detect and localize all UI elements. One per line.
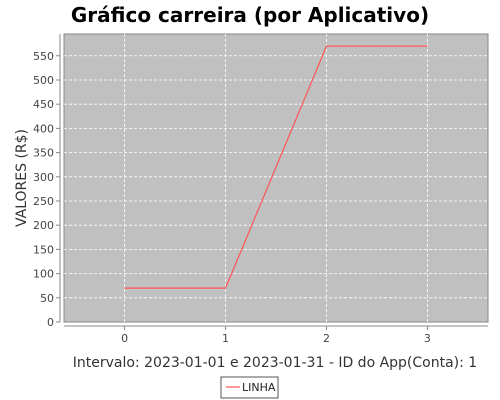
y-tick-label: 150 xyxy=(33,243,54,256)
y-tick-label: 250 xyxy=(33,195,54,208)
y-tick-label: 50 xyxy=(40,292,54,305)
data-point xyxy=(325,45,328,48)
y-tick-label: 350 xyxy=(33,147,54,160)
y-axis: 0 50 100 150 200 250 300 350 400 450 500 550 xyxy=(33,34,61,329)
data-point xyxy=(426,45,429,48)
y-tick-label: 400 xyxy=(33,122,54,135)
y-axis-label: VALORES (R$) xyxy=(14,129,30,227)
x-tick-label: 3 xyxy=(424,332,431,345)
y-tick-label: 550 xyxy=(33,50,54,63)
x-tick-label: 1 xyxy=(222,332,229,345)
y-tick-label: 200 xyxy=(33,219,54,232)
legend-box xyxy=(220,376,279,399)
x-tick-label: 0 xyxy=(121,332,128,345)
y-tick-label: 300 xyxy=(33,171,54,184)
y-tick-label: 0 xyxy=(47,316,54,329)
data-point xyxy=(224,287,227,290)
y-tick-label: 500 xyxy=(33,74,54,87)
data-point xyxy=(123,287,126,290)
x-tick-label: 2 xyxy=(323,332,330,345)
x-axis-label: Intervalo: 2023-01-01 e 2023-01-31 - ID … xyxy=(73,355,477,371)
y-tick-label: 450 xyxy=(33,98,54,111)
legend-label: LINHA xyxy=(242,381,276,394)
chart-title: Gráfico carreira (por Aplicativo) xyxy=(71,3,429,27)
grid-lines xyxy=(64,34,488,322)
plot-area xyxy=(63,33,489,323)
y-tick-label: 100 xyxy=(33,268,54,281)
series-line xyxy=(124,45,428,289)
series-group xyxy=(123,45,429,290)
x-axis: 0 1 2 3 xyxy=(64,325,488,345)
legend: LINHA xyxy=(220,376,279,399)
